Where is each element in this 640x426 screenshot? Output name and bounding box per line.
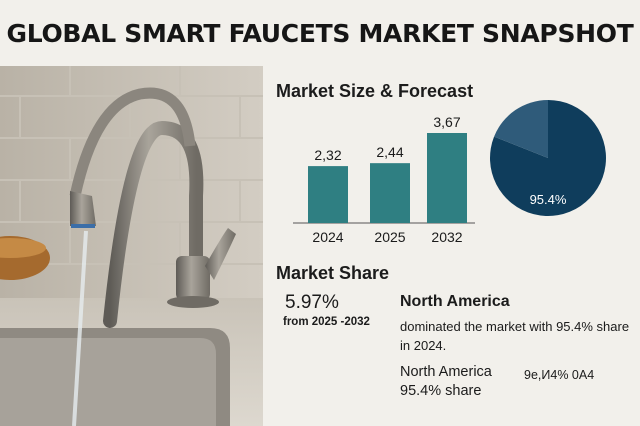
faucet-photo	[0, 66, 263, 426]
region-share-text: 95.4% share	[400, 383, 482, 399]
forecast-heading: Market Size & Forecast	[276, 81, 474, 101]
x-tick-label-2032: 2032	[431, 229, 462, 245]
region-name: North America	[400, 364, 492, 380]
bar-2032	[427, 133, 467, 223]
x-tick-label-2025: 2025	[374, 229, 405, 245]
market-share-pie-chart: 95.4%	[490, 100, 606, 216]
dominant-region-heading: North America	[400, 293, 510, 310]
pie-data-label: 95.4%	[530, 192, 567, 207]
bar-2025	[370, 163, 410, 223]
x-tick-label-2024: 2024	[312, 229, 343, 245]
bar-2024	[308, 166, 348, 223]
cagr-value: 5.97%	[285, 292, 339, 313]
cagr-period: from 2025 -2032	[283, 316, 370, 328]
bar-value-label-2025: 2,44	[376, 144, 403, 160]
market-share-heading: Market Share	[276, 263, 390, 283]
market-size-bar-chart: 2,32 2024 2,44 2025 3,67 2032	[293, 114, 475, 245]
bar-value-label-2024: 2,32	[314, 147, 341, 163]
region-share-code: 9е,И4% 0А4	[524, 368, 595, 382]
dominant-region-description: dominated the market with 95.4% share in…	[400, 319, 630, 353]
bar-value-label-2032: 3,67	[433, 114, 460, 130]
pie-slice-other	[494, 100, 548, 158]
page-title: GLOBAL SMART FAUCETS MARKET SNAPSHOT	[6, 18, 634, 48]
